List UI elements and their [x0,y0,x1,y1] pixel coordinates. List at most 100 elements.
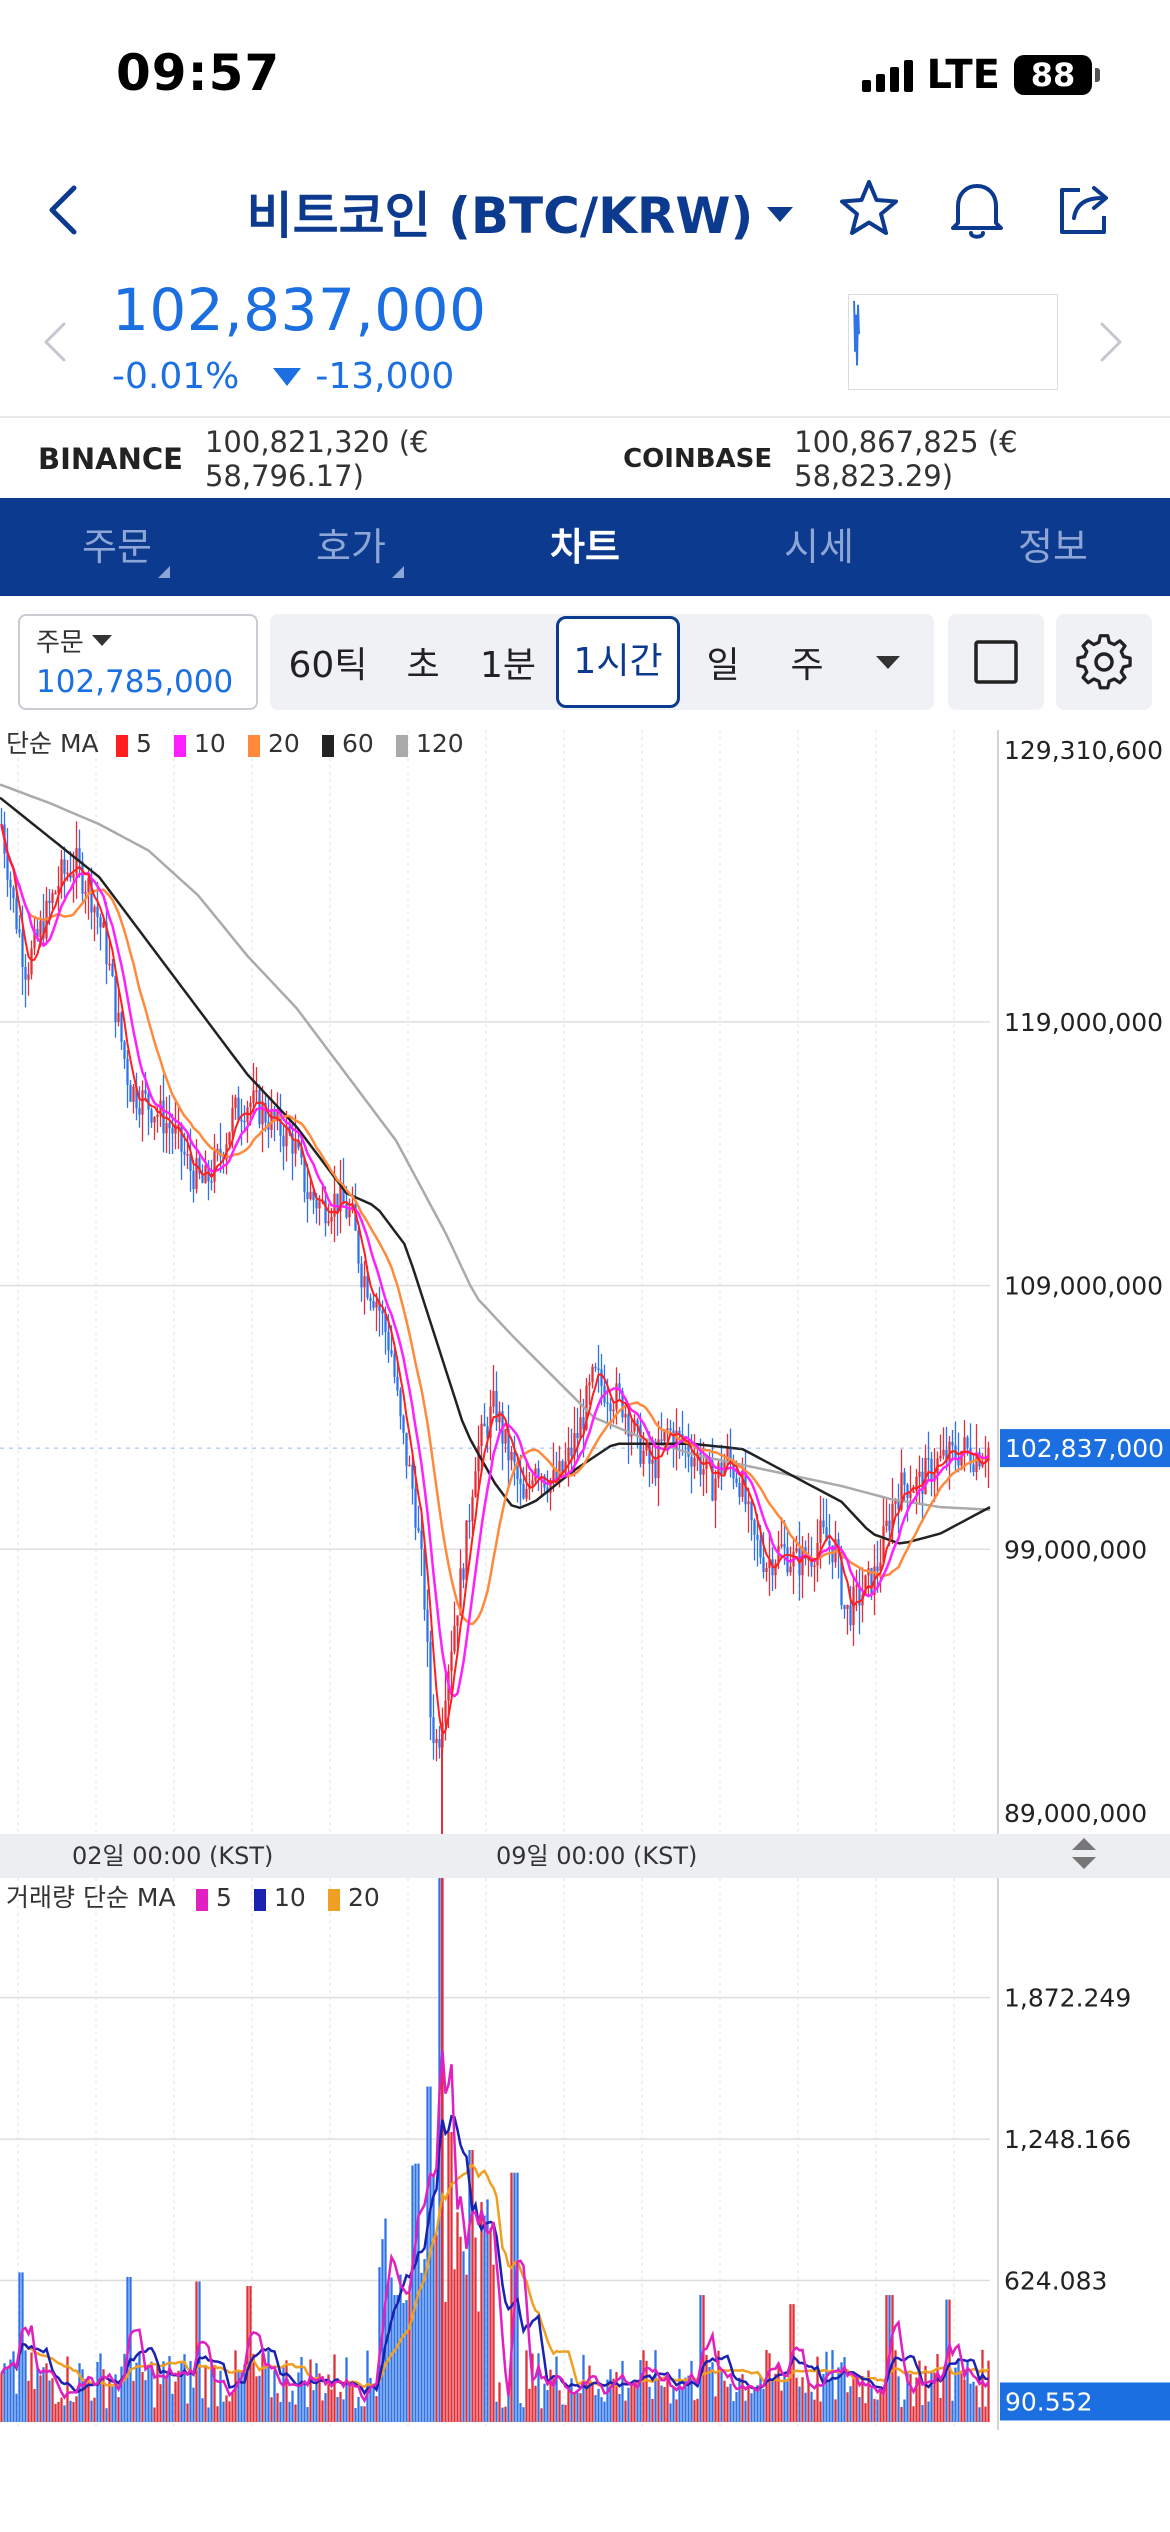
volume-bar [435,2234,438,2422]
tab-info[interactable]: 정보 [936,498,1170,596]
volume-bar [912,2406,915,2422]
candle-body [597,1368,600,1370]
candle-body [735,1478,738,1484]
candle-body [18,929,21,933]
interval-day[interactable]: 일 [706,645,740,686]
back-arrow-icon[interactable] [40,180,96,240]
volume-bar [714,2396,717,2422]
volume-bar [891,2295,894,2422]
volume-legend-label: 20 [348,1883,380,1912]
volume-bar [627,2387,630,2422]
share-icon[interactable] [1052,176,1118,242]
volume-bar [189,2361,192,2422]
interval-1hour[interactable]: 1시간 [556,616,680,708]
candle-body [477,1445,480,1472]
interval-60tick[interactable]: 60틱 [288,645,368,686]
star-icon[interactable] [836,176,902,242]
fullscreen-button[interactable] [948,614,1044,710]
ma-legend-label: 120 [416,730,464,758]
volume-bar [144,2380,147,2422]
interval-second[interactable]: 초 [406,645,440,686]
volume-bar [336,2396,339,2422]
candle-body [579,1417,582,1439]
volume-bar [63,2405,66,2422]
tab-orderbook[interactable]: 호가 [234,498,468,596]
candle-body [264,1102,267,1123]
order-price-selector[interactable]: 주문 102,785,000 [18,614,258,710]
interval-more-button[interactable] [848,655,928,669]
chart-area[interactable]: 129,310,600 119,000,000 109,000,000 99,000,… [0,730,1170,2430]
candle-body [813,1565,816,1568]
volume-bar [393,2295,396,2422]
volume-bar [156,2362,159,2422]
chart-settings-button[interactable] [1056,614,1152,710]
volume-bar [504,2406,507,2422]
x-tick-label: 02일 00:00 (KST) [72,1842,273,1870]
volume-bar [708,2367,711,2422]
volume-bar [813,2399,816,2422]
tab-market[interactable]: 시세 [702,498,936,596]
volume-bar [90,2400,93,2422]
coin-selector[interactable]: 비트코인 (BTC/KRW) [0,176,1170,248]
volume-bar [465,2274,468,2422]
volume-bar [879,2389,882,2422]
chevron-left-icon[interactable] [40,318,70,366]
legend-swatch [322,735,334,757]
volume-bar [630,2382,633,2422]
candle-body [549,1480,552,1493]
volume-bar [957,2358,960,2422]
candle-body [123,1041,126,1059]
volume-bar [66,2356,69,2422]
candle-body [300,1147,303,1158]
volume-bar [954,2367,957,2422]
bell-icon[interactable] [944,176,1010,242]
signal-icon [861,58,913,92]
volume-bar [930,2371,933,2422]
chevron-right-icon[interactable] [1096,318,1126,366]
volume-bar [255,2376,258,2422]
interval-1min[interactable]: 1분 [479,645,537,686]
battery-level: 88 [1030,56,1076,94]
volume-bar [951,2400,954,2422]
tab-chart[interactable]: 차트 [468,498,702,596]
volume-bar [576,2392,579,2422]
candle-body [633,1420,636,1432]
price-chart[interactable]: 129,310,600 119,000,000 109,000,000 99,000,… [0,730,1170,2430]
volume-bar [279,2401,282,2422]
legend-swatch [254,1889,266,1911]
candle-body [81,861,84,894]
candle-body [855,1585,858,1587]
candle-body [828,1540,831,1546]
volume-bar [123,2353,126,2422]
volume-bar [75,2396,78,2422]
candle-body [807,1558,810,1561]
volume-bar [669,2403,672,2422]
volume-bar [447,2131,450,2422]
candle-body [642,1450,645,1464]
volume-bar [921,2405,924,2422]
candle-body [57,886,60,893]
candle-body [315,1200,318,1209]
volume-bar [663,2387,666,2422]
volume-bar [204,2366,207,2422]
volume-legend-label: 10 [274,1883,306,1912]
volume-bar [231,2392,234,2422]
interval-week[interactable]: 주 [790,645,824,686]
candle-body [663,1429,666,1441]
volume-bar [882,2394,885,2422]
candle-body [399,1390,402,1417]
candle-body [420,1530,423,1549]
change-amount: -13,000 [315,356,455,397]
tab-order[interactable]: 주문 [0,498,234,596]
mini-sparkline-chart[interactable] [848,294,1058,390]
volume-bar [24,2350,27,2422]
volume-bar [771,2378,774,2422]
candle-body [831,1545,834,1563]
volume-bar [693,2400,696,2422]
candle-body [462,1568,465,1580]
candle-body [522,1484,525,1499]
volume-bar [687,2375,690,2422]
candle-body [165,1123,168,1134]
candle-body [396,1376,399,1391]
volume-bar [639,2360,642,2422]
